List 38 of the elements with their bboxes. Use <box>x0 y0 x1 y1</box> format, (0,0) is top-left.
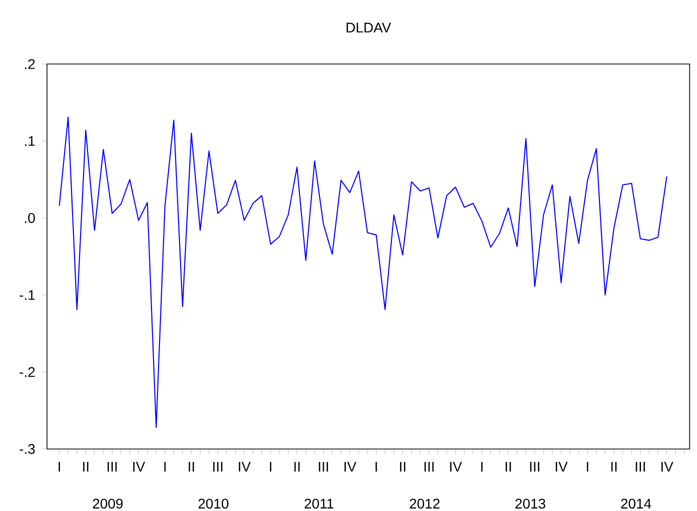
x-tick-label: I <box>481 462 483 472</box>
x-tick-label: IV <box>238 462 251 472</box>
x-tick-label: IV <box>344 462 356 472</box>
chart-title: DLDAV <box>346 22 392 32</box>
x-tick-label: II <box>294 462 300 472</box>
y-tick-label: -.2 <box>20 367 35 377</box>
x-tick-label: IV <box>133 462 146 472</box>
x-tick-label: II <box>83 462 88 472</box>
x-tick-label: I <box>376 462 377 472</box>
x-tick-label: IV <box>556 462 568 472</box>
x-tick-label: I <box>58 462 60 472</box>
text: 2013 <box>515 498 546 509</box>
y-tick-label: -.1 <box>20 290 35 300</box>
x-tick-label: IV <box>450 462 462 472</box>
x-tick-label: IV <box>661 462 674 472</box>
text: 2009 <box>92 498 123 509</box>
x-tick-label: III <box>318 462 328 472</box>
text: 2010 <box>198 498 228 509</box>
y-tick-label: .2 <box>25 59 35 69</box>
x-tick-label: III <box>424 462 434 472</box>
x-tick-label: II <box>611 462 617 472</box>
x-tick-label: III <box>530 462 540 472</box>
text: 2011 <box>304 498 334 509</box>
x-tick-label: III <box>108 462 117 472</box>
x-tick-label: III <box>636 462 645 472</box>
x-tick-label: III <box>213 462 222 472</box>
x-tick-label: II <box>188 462 194 472</box>
text: 2014 <box>621 498 652 509</box>
x-tick-label: I <box>586 462 588 472</box>
x-tick-label: I <box>164 462 166 472</box>
x-tick-label: II <box>506 462 511 472</box>
y-tick-label: .1 <box>25 136 35 146</box>
line-series <box>58 116 668 428</box>
x-tick-label: I <box>270 462 272 472</box>
y-tick-label: -.3 <box>20 444 35 454</box>
text: 2012 <box>410 498 440 509</box>
y-tick-label: .0 <box>25 213 35 223</box>
x-tick-label: II <box>400 462 406 472</box>
